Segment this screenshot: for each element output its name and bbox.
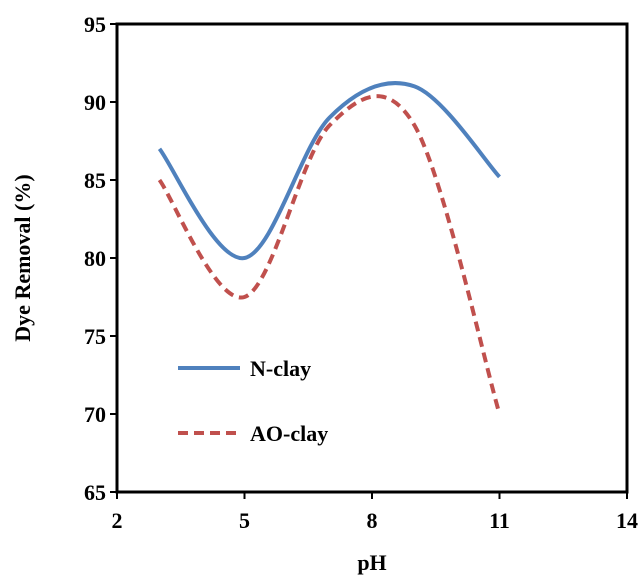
series-line-ao-clay xyxy=(157,94,502,415)
legend-label-n-clay: N-clay xyxy=(250,356,311,381)
x-tick-label: 2 xyxy=(112,508,123,533)
y-tick-label: 95 xyxy=(84,12,106,37)
y-tick-label: 90 xyxy=(84,90,106,115)
x-axis-ticks: 2 5 8 11 14 xyxy=(112,492,638,533)
y-axis-title: Dye Removal (%) xyxy=(10,174,35,341)
y-axis-ticks: 65 70 75 80 85 90 95 xyxy=(84,12,117,505)
x-tick-label: 14 xyxy=(616,508,638,533)
y-tick-label: 70 xyxy=(84,402,106,427)
legend: N-clay AO-clay xyxy=(178,356,328,446)
series-line-n-clay xyxy=(157,81,501,261)
x-tick-label: 5 xyxy=(239,508,250,533)
x-tick-label: 11 xyxy=(489,508,510,533)
x-tick-label: 8 xyxy=(367,508,378,533)
plot-area-frame xyxy=(115,22,629,494)
y-tick-label: 85 xyxy=(84,168,106,193)
y-tick-label: 65 xyxy=(84,480,106,505)
x-axis-title: pH xyxy=(357,550,386,575)
series-layer xyxy=(157,81,502,415)
y-tick-label: 80 xyxy=(84,246,106,271)
legend-label-ao-clay: AO-clay xyxy=(250,421,328,446)
y-tick-label: 75 xyxy=(84,324,106,349)
